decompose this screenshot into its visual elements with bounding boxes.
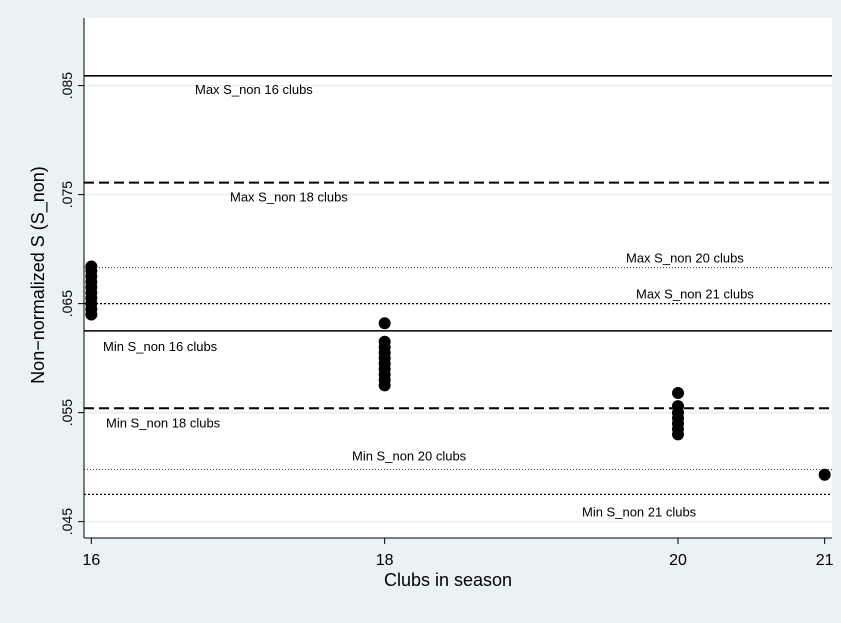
reference-line-label: Max S_non 16 clubs bbox=[195, 82, 313, 97]
y-tick-label: .065 bbox=[59, 290, 75, 317]
plot-area bbox=[84, 18, 832, 538]
data-point bbox=[672, 400, 684, 413]
y-tick-label: .085 bbox=[59, 72, 75, 99]
y-axis-label: Non−normalized S (S_non) bbox=[28, 166, 49, 384]
reference-line-label: Max S_non 20 clubs bbox=[626, 251, 744, 266]
y-tick-label: .055 bbox=[59, 399, 75, 426]
y-tick-label: .045 bbox=[59, 508, 75, 535]
data-point bbox=[85, 260, 98, 273]
reference-line-label: Min S_non 20 clubs bbox=[352, 448, 467, 463]
x-axis-label: Clubs in season bbox=[384, 570, 512, 590]
x-tick-label: 21 bbox=[816, 552, 834, 569]
reference-lines-layer: Max S_non 16 clubs Max S_non 18 clubs Max … bbox=[84, 74, 832, 519]
reference-line-label: Min S_non 18 clubs bbox=[106, 415, 221, 430]
data-point bbox=[818, 468, 831, 481]
y-tick-label: .075 bbox=[59, 181, 75, 208]
data-point bbox=[672, 387, 684, 400]
ticks-layer: .045 .055 .065 .075 .085 16 18 20 21 bbox=[59, 72, 834, 569]
reference-line-label: Min S_non 16 clubs bbox=[103, 339, 218, 354]
data-point bbox=[378, 335, 391, 348]
reference-line-label: Max S_non 18 clubs bbox=[230, 190, 348, 205]
reference-line-label: Max S_non 21 clubs bbox=[636, 287, 754, 302]
x-tick-label: 16 bbox=[82, 552, 100, 569]
reference-line-label: Min S_non 21 clubs bbox=[582, 504, 697, 519]
x-tick-label: 18 bbox=[376, 552, 394, 569]
data-points-layer bbox=[85, 260, 831, 481]
data-point bbox=[378, 317, 391, 330]
x-tick-label: 20 bbox=[669, 552, 687, 569]
